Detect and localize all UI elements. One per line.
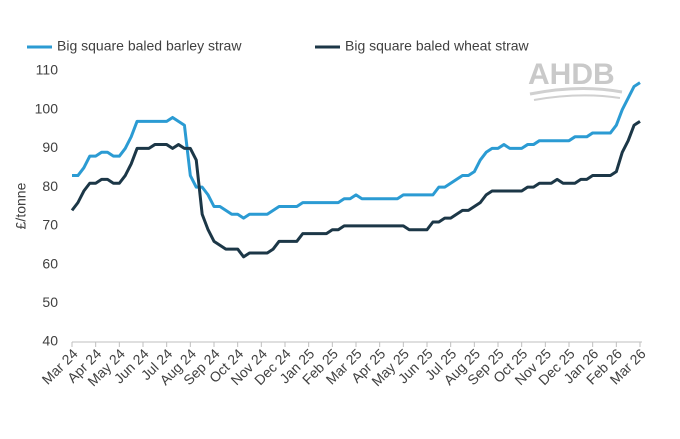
logo-swoosh — [533, 94, 621, 101]
y-tick-label: 50 — [42, 294, 58, 310]
logo: AHDB — [528, 58, 623, 101]
logo-text: AHDB — [528, 58, 615, 91]
y-tick-label: 80 — [42, 178, 58, 194]
y-tick-label: 110 — [36, 62, 59, 78]
logo-swoosh — [529, 86, 623, 96]
y-tick-label: 40 — [42, 333, 58, 349]
legend-label: Big square baled wheat straw — [345, 38, 530, 54]
legend-label: Big square baled barley straw — [57, 38, 242, 54]
y-tick-label: 70 — [42, 217, 58, 233]
series-line — [70, 120, 641, 259]
y-tick-label: 60 — [42, 255, 58, 271]
y-axis-label: £/tonne — [13, 182, 29, 229]
y-tick-label: 90 — [42, 139, 58, 155]
series-line — [72, 81, 641, 220]
y-tick-label: 100 — [35, 100, 59, 116]
